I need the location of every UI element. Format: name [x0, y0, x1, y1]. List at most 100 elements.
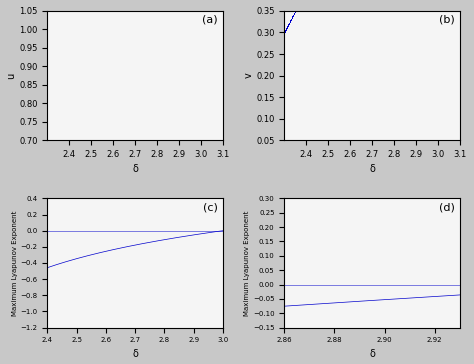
Point [179, 269, 187, 275]
Point [114, 255, 121, 261]
Point [104, 252, 111, 258]
Point [135, 260, 142, 266]
Point [125, 258, 133, 264]
Point [120, 257, 128, 262]
Point [141, 261, 148, 267]
Point [65, 242, 73, 248]
Point [128, 258, 136, 264]
Point [111, 254, 118, 260]
Point [182, 270, 189, 276]
Point [78, 246, 86, 252]
Point [184, 270, 192, 276]
Point [284, 23, 292, 29]
Point [135, 260, 142, 266]
Point [182, 270, 190, 276]
Point [64, 242, 72, 248]
Point [185, 270, 192, 276]
Point [108, 253, 115, 259]
Point [287, 17, 295, 23]
Point [161, 265, 168, 271]
Point [196, 269, 204, 274]
Point [111, 254, 119, 260]
Point [95, 250, 103, 256]
Point [55, 239, 63, 245]
Point [81, 246, 89, 252]
Point [117, 256, 125, 261]
Point [70, 243, 78, 249]
Point [162, 266, 170, 272]
Point [126, 258, 133, 264]
Point [112, 254, 119, 260]
Point [84, 247, 92, 253]
Point [139, 261, 146, 266]
Point [191, 272, 199, 277]
Point [186, 270, 193, 276]
Point [126, 258, 134, 264]
Point [66, 242, 74, 248]
Point [158, 265, 166, 271]
Point [81, 246, 89, 252]
Point [68, 243, 76, 249]
Point [72, 244, 79, 249]
Point [46, 236, 54, 242]
Point [87, 248, 95, 254]
Point [181, 269, 188, 275]
Point [52, 238, 60, 244]
Point [63, 241, 71, 247]
Point [134, 260, 141, 265]
Point [50, 237, 58, 243]
Point [70, 243, 78, 249]
Point [66, 242, 74, 248]
Point [77, 245, 85, 251]
Point [66, 242, 73, 248]
Point [167, 267, 175, 273]
Point [143, 262, 150, 268]
Point [118, 256, 126, 262]
Point [61, 240, 68, 246]
Point [295, 1, 303, 7]
Point [68, 243, 76, 249]
Point [116, 255, 123, 261]
Point [94, 250, 101, 256]
Point [172, 268, 179, 273]
Point [84, 247, 92, 253]
Point [64, 241, 72, 247]
Point [159, 265, 166, 271]
Point [177, 269, 185, 275]
Point [105, 253, 112, 258]
Point [99, 251, 107, 257]
Point [283, 26, 290, 32]
Point [110, 254, 118, 260]
Point [83, 247, 91, 253]
Point [172, 268, 180, 274]
Point [123, 257, 131, 263]
Point [164, 266, 172, 272]
Point [98, 251, 105, 257]
Point [88, 248, 96, 254]
Point [124, 257, 132, 263]
Point [51, 238, 59, 244]
Point [85, 248, 92, 253]
Point [169, 267, 176, 273]
Point [100, 252, 108, 257]
Point [281, 28, 289, 34]
Point [121, 257, 128, 262]
Point [158, 265, 166, 271]
Point [128, 258, 136, 264]
Point [175, 269, 183, 274]
Point [53, 238, 60, 244]
Point [81, 246, 88, 252]
Point [173, 268, 180, 274]
Point [47, 236, 55, 242]
Point [128, 258, 136, 264]
Point [187, 271, 194, 277]
Point [148, 263, 156, 269]
Point [119, 256, 127, 262]
Point [73, 244, 81, 250]
Point [117, 256, 124, 261]
Point [120, 257, 128, 262]
Point [52, 238, 59, 244]
Point [112, 254, 120, 260]
Point [139, 261, 147, 267]
Point [122, 257, 129, 262]
